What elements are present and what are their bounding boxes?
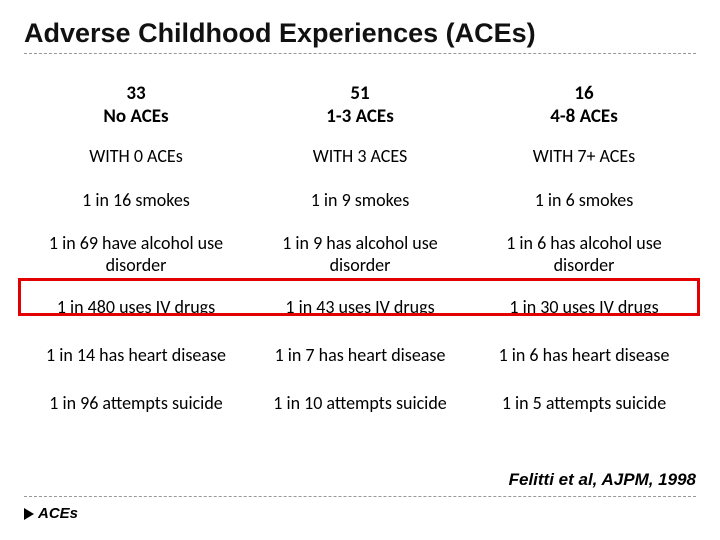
cell-smokes-1: 1 in 9 smokes <box>248 177 472 225</box>
cell-alcohol-1: 1 in 9 has alcohol use disorder <box>248 225 472 284</box>
cell-ivdrugs-2: 1 in 30 uses IV drugs <box>472 284 696 332</box>
cell-heart-1: 1 in 7 has heart disease <box>248 332 472 380</box>
col2-count: 16 <box>472 76 696 106</box>
col2-group: 4-8 ACEs <box>472 106 696 143</box>
breadcrumb: ACEs <box>24 505 78 522</box>
col1-group: 1-3 ACEs <box>248 106 472 143</box>
cell-alcohol-0: 1 in 69 have alcohol use disorder <box>24 225 248 284</box>
col0-count: 33 <box>24 76 248 106</box>
cell-suicide-2: 1 in 5 attempts suicide <box>472 380 696 428</box>
withlabel-row: WITH 0 ACEs WITH 3 ACES WITH 7+ ACEs <box>24 143 696 177</box>
table-row: 1 in 16 smokes 1 in 9 smokes 1 in 6 smok… <box>24 177 696 225</box>
table-row: 1 in 480 uses IV drugs 1 in 43 uses IV d… <box>24 284 696 332</box>
ace-table: 33 51 16 No ACEs 1-3 ACEs 4-8 ACEs WITH … <box>24 76 696 428</box>
cell-heart-0: 1 in 14 has heart disease <box>24 332 248 380</box>
cell-ivdrugs-0: 1 in 480 uses IV drugs <box>24 284 248 332</box>
col2-with: WITH 7+ ACEs <box>472 143 696 177</box>
ace-table-container: 33 51 16 No ACEs 1-3 ACEs 4-8 ACEs WITH … <box>24 76 696 428</box>
cell-heart-2: 1 in 6 has heart disease <box>472 332 696 380</box>
col0-with: WITH 0 ACEs <box>24 143 248 177</box>
cell-smokes-2: 1 in 6 smokes <box>472 177 696 225</box>
cell-suicide-1: 1 in 10 attempts suicide <box>248 380 472 428</box>
cell-smokes-0: 1 in 16 smokes <box>24 177 248 225</box>
slide-title: Adverse Childhood Experiences (ACEs) <box>24 18 696 54</box>
col1-count: 51 <box>248 76 472 106</box>
triangle-right-icon <box>24 508 34 520</box>
count-row: 33 51 16 <box>24 76 696 106</box>
col0-group: No ACEs <box>24 106 248 143</box>
citation: Felitti et al, AJPM, 1998 <box>509 470 696 490</box>
table-row: 1 in 14 has heart disease 1 in 7 has hea… <box>24 332 696 380</box>
footer-divider <box>24 496 696 500</box>
cell-suicide-0: 1 in 96 attempts suicide <box>24 380 248 428</box>
cell-ivdrugs-1: 1 in 43 uses IV drugs <box>248 284 472 332</box>
cell-alcohol-2: 1 in 6 has alcohol use disorder <box>472 225 696 284</box>
breadcrumb-label: ACEs <box>38 505 78 522</box>
grouplabel-row: No ACEs 1-3 ACEs 4-8 ACEs <box>24 106 696 143</box>
col1-with: WITH 3 ACES <box>248 143 472 177</box>
table-row: 1 in 69 have alcohol use disorder 1 in 9… <box>24 225 696 284</box>
table-row: 1 in 96 attempts suicide 1 in 10 attempt… <box>24 380 696 428</box>
